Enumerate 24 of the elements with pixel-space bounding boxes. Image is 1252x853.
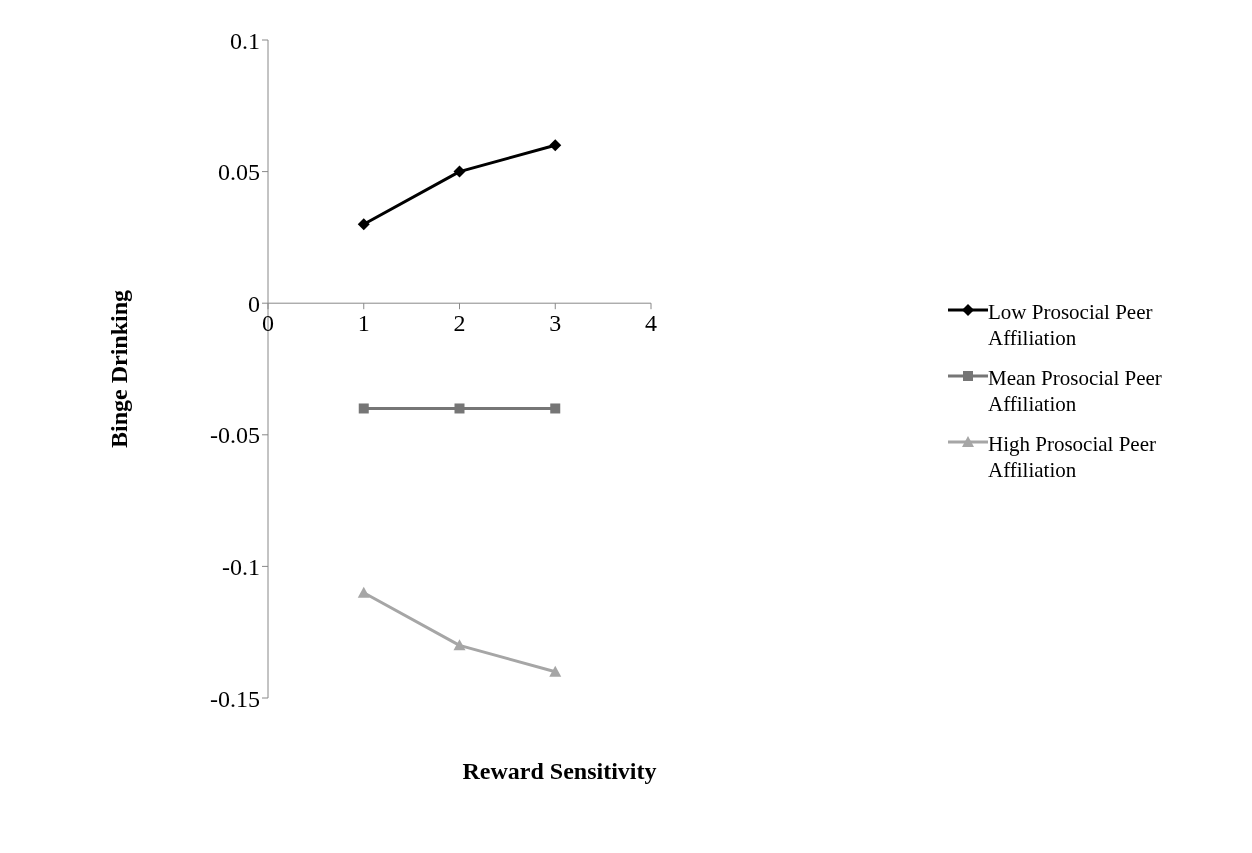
y-tick-label: -0.05 xyxy=(210,422,260,449)
point xyxy=(549,139,562,152)
point xyxy=(357,218,370,231)
y-tick-label: -0.1 xyxy=(222,553,260,580)
legend-label: High Prosocial Peer Affiliation xyxy=(988,431,1157,483)
x-tick-label: 1 xyxy=(357,310,370,337)
x-axis-title: Reward Sensitivity xyxy=(461,758,658,785)
point xyxy=(358,403,369,414)
point xyxy=(357,586,370,598)
point xyxy=(453,165,466,178)
legend-label: Mean Prosocial Peer Affiliation xyxy=(988,365,1163,417)
legend-label: Low Prosocial Peer Affiliation xyxy=(988,299,1154,351)
y-tick-label: 0 xyxy=(248,290,260,317)
y-axis-title: Binge Drinking xyxy=(105,289,132,449)
y-tick-label: 0.05 xyxy=(218,159,260,186)
point xyxy=(453,639,466,651)
point xyxy=(549,665,562,677)
x-tick-label: 2 xyxy=(453,310,466,337)
point xyxy=(550,403,561,414)
x-tick-label: 3 xyxy=(549,310,562,337)
y-tick-label: -0.15 xyxy=(210,685,260,712)
point xyxy=(454,403,465,414)
x-tick-label: 4 xyxy=(645,310,657,337)
y-tick-label: 0.1 xyxy=(230,27,260,54)
